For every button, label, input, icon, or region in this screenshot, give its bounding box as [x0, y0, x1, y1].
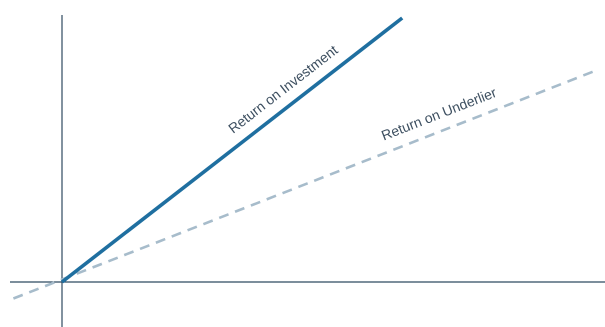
axes — [10, 15, 605, 327]
series-line-2 — [12, 69, 598, 300]
series-line-1 — [60, 16, 404, 284]
series-labels: Return on Investment Return on Underlier — [225, 42, 499, 144]
series-lines — [12, 16, 598, 300]
series-label-2: Return on Underlier — [379, 84, 499, 144]
series-label-1: Return on Investment — [225, 42, 341, 137]
